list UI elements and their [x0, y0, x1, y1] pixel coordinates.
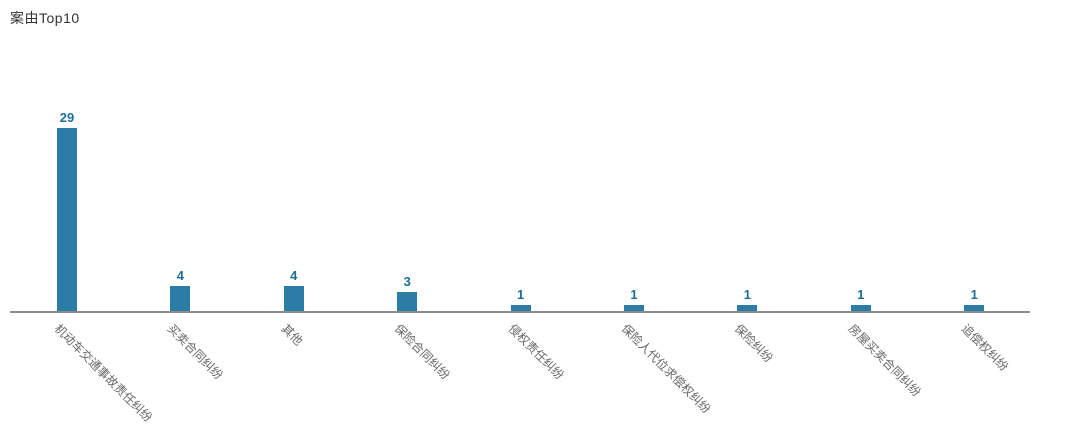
chart-title: 案由Top10: [10, 10, 80, 26]
x-axis-category-label: 其他: [278, 321, 306, 349]
bar[interactable]: [283, 286, 304, 311]
x-axis-category-label: 买卖合同纠纷: [165, 321, 226, 383]
x-axis-line: [10, 311, 1030, 313]
x-axis-category-label: 保险合同纠纷: [391, 321, 453, 383]
bar-value-label: 29: [59, 110, 75, 125]
bar[interactable]: [57, 128, 77, 311]
bar-value-label: 1: [516, 287, 525, 302]
bar[interactable]: [850, 305, 871, 311]
x-axis-category-label: 侵权责任纠纷: [505, 321, 567, 383]
bar[interactable]: [510, 305, 531, 311]
bar-value-label: 1: [970, 287, 978, 302]
bar-value-label: 1: [857, 287, 865, 302]
x-axis-category-label: 机动车交通事故责任纠纷: [51, 321, 155, 425]
bar-value-label: 3: [403, 274, 411, 289]
bar[interactable]: [737, 305, 758, 311]
bar[interactable]: [624, 305, 644, 311]
bar-value-label: 1: [743, 287, 751, 302]
x-axis-category-label: 保险人代位求偿权纠纷: [618, 321, 714, 417]
x-axis-category-label: 房屋买卖合同纠纷: [845, 321, 924, 400]
bar-value-label: 4: [290, 268, 298, 283]
bar-value-label: 1: [630, 287, 638, 302]
bar[interactable]: [964, 305, 985, 311]
bar-value-label: 4: [176, 268, 184, 283]
x-axis-category-label: 追偿权纠纷: [958, 321, 1012, 374]
x-axis-category-label: 保险纠纷: [732, 321, 776, 366]
bar[interactable]: [397, 292, 418, 311]
bar[interactable]: [170, 286, 191, 311]
